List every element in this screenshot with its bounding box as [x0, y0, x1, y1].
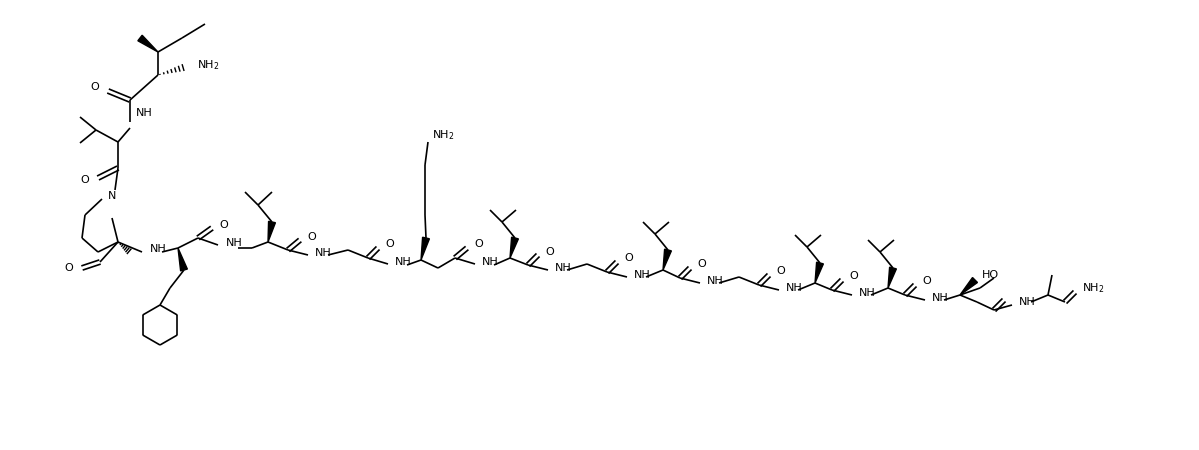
Text: O: O — [922, 276, 930, 286]
Text: NH: NH — [555, 263, 572, 273]
Text: NH$_2$: NH$_2$ — [197, 58, 219, 72]
Polygon shape — [960, 278, 977, 295]
Text: NH: NH — [315, 248, 332, 258]
Text: O: O — [219, 220, 228, 230]
Text: NH: NH — [482, 257, 499, 267]
Text: O: O — [90, 82, 100, 92]
Polygon shape — [510, 237, 518, 258]
Text: O: O — [80, 175, 89, 185]
Text: NH: NH — [932, 293, 948, 303]
Text: O: O — [65, 263, 73, 273]
Text: O: O — [474, 239, 483, 249]
Polygon shape — [663, 249, 671, 270]
Text: NH: NH — [394, 257, 411, 267]
Polygon shape — [177, 248, 187, 271]
Polygon shape — [421, 237, 429, 260]
Text: O: O — [697, 259, 706, 269]
Text: NH: NH — [1019, 297, 1036, 307]
Text: N: N — [108, 191, 116, 201]
Text: NH: NH — [225, 238, 242, 248]
Text: NH$_2$: NH$_2$ — [1081, 281, 1104, 295]
Text: NH: NH — [135, 108, 152, 118]
Text: NH: NH — [787, 283, 803, 293]
Text: NH: NH — [150, 244, 167, 254]
Text: HO: HO — [982, 270, 999, 280]
Text: O: O — [385, 239, 393, 249]
Polygon shape — [138, 35, 158, 52]
Text: O: O — [849, 271, 857, 281]
Text: O: O — [776, 266, 785, 276]
Text: NH: NH — [858, 288, 875, 298]
Polygon shape — [888, 267, 897, 288]
Polygon shape — [815, 262, 824, 283]
Text: NH: NH — [634, 270, 651, 280]
Polygon shape — [269, 221, 276, 242]
Text: O: O — [546, 247, 554, 257]
Text: NH: NH — [707, 276, 724, 286]
Text: O: O — [307, 232, 315, 242]
Text: O: O — [623, 253, 633, 263]
Text: NH$_2$: NH$_2$ — [432, 128, 454, 142]
